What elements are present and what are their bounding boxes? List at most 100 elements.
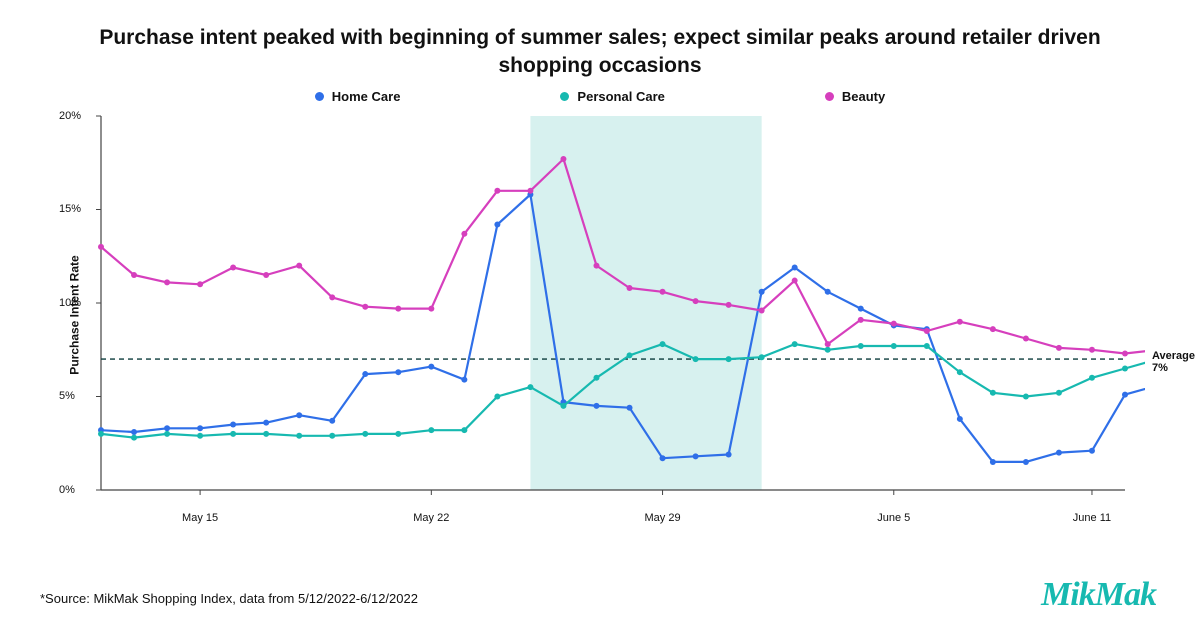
brand-logo: MikMak [1041, 576, 1156, 614]
data-point [131, 429, 137, 435]
data-point [263, 272, 269, 278]
data-point [362, 303, 368, 309]
legend-label: Personal Care [577, 89, 664, 104]
data-point [98, 431, 104, 437]
data-point [660, 288, 666, 294]
data-point [461, 230, 467, 236]
data-point [362, 431, 368, 437]
legend-item: Home Care [315, 89, 401, 104]
data-point [726, 302, 732, 308]
data-point [990, 459, 996, 465]
data-point [395, 369, 401, 375]
y-tick: 15% [59, 203, 81, 215]
source-footnote: *Source: MikMak Shopping Index, data fro… [40, 591, 418, 606]
data-point [98, 244, 104, 250]
data-point [759, 307, 765, 313]
data-point [1023, 459, 1029, 465]
legend-label: Beauty [842, 89, 885, 104]
data-point [263, 419, 269, 425]
data-point [858, 305, 864, 311]
data-point [527, 187, 533, 193]
data-point [1089, 374, 1095, 380]
data-point [726, 356, 732, 362]
data-point [1023, 335, 1029, 341]
data-point [494, 393, 500, 399]
data-point [792, 264, 798, 270]
data-point [627, 352, 633, 358]
data-point [726, 451, 732, 457]
data-point [957, 318, 963, 324]
data-point [792, 341, 798, 347]
data-point [1089, 447, 1095, 453]
data-point [593, 374, 599, 380]
data-point [329, 432, 335, 438]
data-point [891, 320, 897, 326]
data-point [1122, 391, 1128, 397]
data-point [858, 317, 864, 323]
data-point [230, 264, 236, 270]
data-point [990, 389, 996, 395]
data-point [395, 431, 401, 437]
legend-item: Beauty [825, 89, 885, 104]
data-point [1089, 346, 1095, 352]
data-point [362, 371, 368, 377]
data-point [693, 453, 699, 459]
data-point [957, 369, 963, 375]
data-point [131, 272, 137, 278]
data-point [494, 187, 500, 193]
data-point [197, 281, 203, 287]
data-point [197, 425, 203, 431]
data-point [891, 343, 897, 349]
y-axis-label: Purchase Intent Rate [68, 255, 82, 374]
data-point [329, 294, 335, 300]
data-point [759, 354, 765, 360]
y-tick: 10% [59, 297, 81, 309]
data-point [263, 431, 269, 437]
legend-label: Home Care [332, 89, 401, 104]
data-point [825, 341, 831, 347]
x-tick: May 22 [413, 512, 449, 524]
data-point [527, 384, 533, 390]
legend-item: Personal Care [560, 89, 664, 104]
data-point [296, 412, 302, 418]
chart-area: Purchase Intent Rate 0%5%10%15%20%May 15… [55, 110, 1145, 520]
data-point [957, 416, 963, 422]
data-point [461, 427, 467, 433]
average-label: Average7% [1152, 350, 1195, 375]
data-point [230, 431, 236, 437]
x-tick: June 11 [1073, 512, 1111, 524]
legend-dot-personal-care [560, 92, 569, 101]
data-point [560, 156, 566, 162]
data-point [593, 262, 599, 268]
data-point [593, 403, 599, 409]
data-point [660, 455, 666, 461]
data-point [197, 432, 203, 438]
data-point [825, 346, 831, 352]
y-tick: 5% [59, 390, 75, 402]
legend: Home Care Personal Care Beauty [40, 89, 1160, 104]
data-point [759, 288, 765, 294]
data-point [164, 425, 170, 431]
data-point [627, 404, 633, 410]
data-point [428, 305, 434, 311]
data-point [660, 341, 666, 347]
y-tick: 20% [59, 110, 81, 122]
data-point [329, 417, 335, 423]
data-point [990, 326, 996, 332]
data-point [1023, 393, 1029, 399]
data-point [825, 288, 831, 294]
legend-dot-home-care [315, 92, 324, 101]
data-point [461, 376, 467, 382]
data-point [627, 285, 633, 291]
x-tick: June 5 [877, 512, 910, 524]
data-point [1122, 365, 1128, 371]
data-point [924, 328, 930, 334]
data-point [1056, 449, 1062, 455]
data-point [858, 343, 864, 349]
data-point [792, 277, 798, 283]
data-point [1056, 389, 1062, 395]
x-tick: May 29 [645, 512, 681, 524]
data-point [296, 432, 302, 438]
data-point [494, 221, 500, 227]
data-point [164, 431, 170, 437]
